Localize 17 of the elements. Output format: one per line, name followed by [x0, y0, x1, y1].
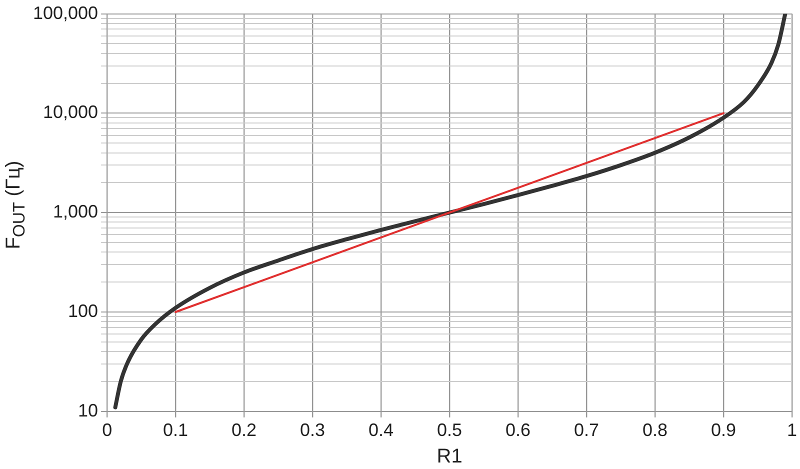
x-tick-label: 0.8 [642, 420, 668, 440]
y-tick-label: 100 [68, 300, 98, 321]
x-tick-label: 0.6 [506, 420, 531, 440]
x-tick-label: 0.9 [710, 420, 736, 440]
x-axis-title: R1 [436, 446, 462, 468]
x-tick-label: 0.1 [163, 420, 188, 440]
x-tick-label: 0 [102, 420, 112, 440]
x-tick-label: 0.5 [437, 420, 462, 440]
x-tick-label: 0.2 [232, 420, 257, 440]
y-tick-label: 10 [78, 400, 98, 420]
y-tick-label: 10,000 [43, 102, 98, 122]
x-tick-label: 0.3 [300, 420, 326, 440]
y-tick-label: 100,000 [32, 2, 98, 23]
y-tick-label: 1,000 [53, 202, 98, 222]
x-tick-label: 1 [786, 420, 797, 440]
x-tick-label: 0.7 [574, 420, 600, 440]
x-tick-label: 0.4 [368, 420, 394, 440]
